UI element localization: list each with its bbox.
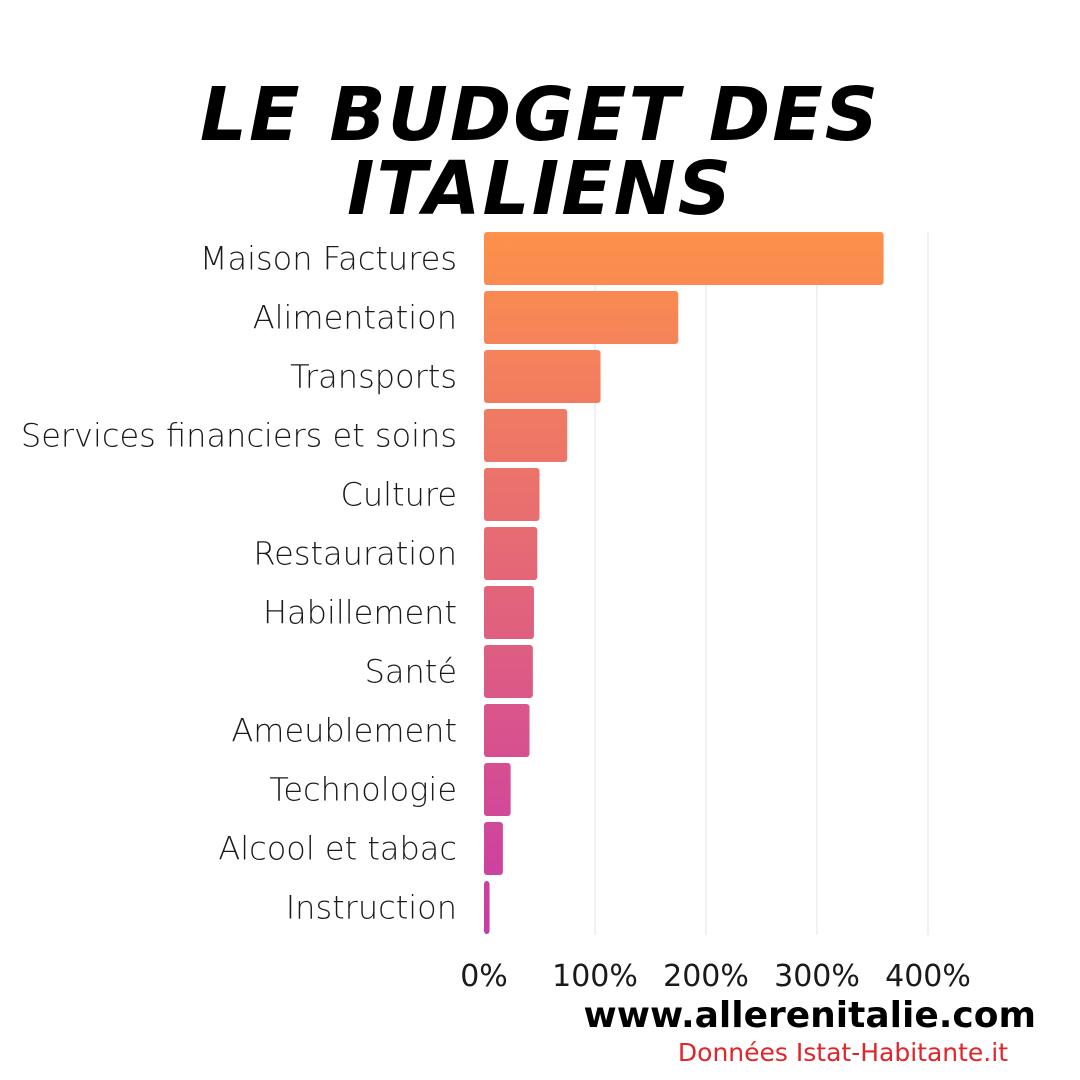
- bars: [484, 232, 884, 934]
- x-tick-label: 200%: [663, 959, 749, 994]
- website-credit: www.allerenitalie.com: [583, 995, 1036, 1036]
- bar: [484, 468, 540, 521]
- page-title: LE BUDGET DES ITALIENS: [199, 72, 881, 232]
- category-label: Alimentation: [253, 299, 457, 337]
- category-labels: Maison Factures Alimentation Transports Ser…: [21, 240, 457, 927]
- category-label: Restauration: [253, 535, 457, 573]
- category-label: Maison Factures: [200, 240, 457, 278]
- category-label: Santé: [365, 653, 457, 691]
- x-tick-label: 300%: [774, 959, 860, 994]
- category-label: Technologie: [269, 771, 457, 809]
- category-label: Alcool et tabac: [218, 830, 457, 868]
- category-label: Transports: [290, 358, 457, 396]
- bar: [484, 232, 884, 285]
- x-axis-ticks: 0% 100% 200% 300% 400%: [460, 959, 971, 994]
- bar: [484, 291, 679, 344]
- bar: [484, 527, 538, 580]
- x-tick-label: 0%: [460, 959, 508, 994]
- bar: [484, 645, 533, 698]
- category-label: Instruction: [286, 889, 457, 927]
- category-label: Culture: [341, 476, 457, 514]
- category-label: Ameublement: [231, 712, 457, 750]
- bar: [484, 822, 503, 875]
- bar: [484, 586, 534, 639]
- grid-lines: [594, 232, 929, 935]
- bar: [484, 763, 511, 816]
- x-tick-label: 400%: [885, 959, 971, 994]
- category-label: Habillement: [263, 594, 457, 632]
- bar: [484, 704, 530, 757]
- x-tick-label: 100%: [552, 959, 638, 994]
- bar: [484, 350, 601, 403]
- bar: [484, 881, 490, 934]
- data-source: Données Istat-Habitante.it: [677, 1038, 1008, 1067]
- bar: [484, 409, 568, 462]
- category-label: Services financiers et soins: [21, 417, 457, 455]
